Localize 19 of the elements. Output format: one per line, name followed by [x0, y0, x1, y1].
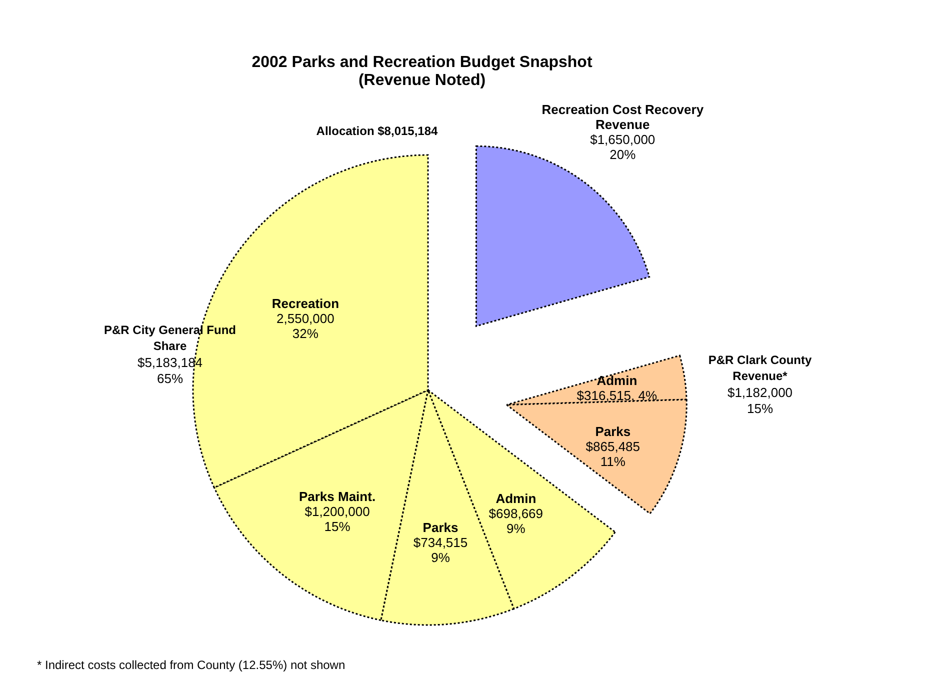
text: P&R Clark County Revenue* $1,182,000 15%: [708, 353, 812, 416]
data-label: $865,485 11%: [586, 438, 640, 469]
text: Allocation $8,015,184: [316, 124, 438, 138]
slice-label: Parks: [595, 424, 631, 439]
slice-label: Recreation Cost Recovery Revenue: [542, 102, 704, 132]
data-label: $698,669 9%: [488, 506, 544, 536]
text: P&R City General Fund Share $5,183,184 65%: [104, 323, 236, 386]
slice-label: Admin: [596, 372, 638, 388]
chart-title: 2002 Parks and Recreation Budget Snapshot (Revenue Noted): [252, 54, 593, 89]
data-label: $1,650,000 20%: [590, 132, 656, 162]
slice-label: Recreation: [272, 296, 340, 312]
data-label: $734,515 9%: [413, 535, 468, 566]
slice-label: Admin: [496, 491, 536, 506]
slice-label: Parks: [422, 520, 458, 536]
data-label: $316,515, 4%: [576, 388, 658, 403]
data-label: $1,200,000 15%: [304, 504, 370, 534]
data-label: 2,550,000 32%: [276, 311, 334, 342]
slice-label: Parks Maint.: [298, 488, 376, 504]
text: * Indirect costs collected from County (12.55%) not shown: [37, 658, 346, 672]
